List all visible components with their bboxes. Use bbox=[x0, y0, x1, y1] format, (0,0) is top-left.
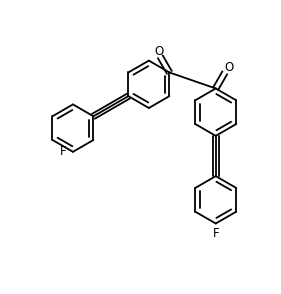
Text: O: O bbox=[154, 45, 164, 58]
Text: F: F bbox=[60, 145, 67, 158]
Text: F: F bbox=[212, 227, 219, 240]
Text: O: O bbox=[224, 61, 234, 74]
